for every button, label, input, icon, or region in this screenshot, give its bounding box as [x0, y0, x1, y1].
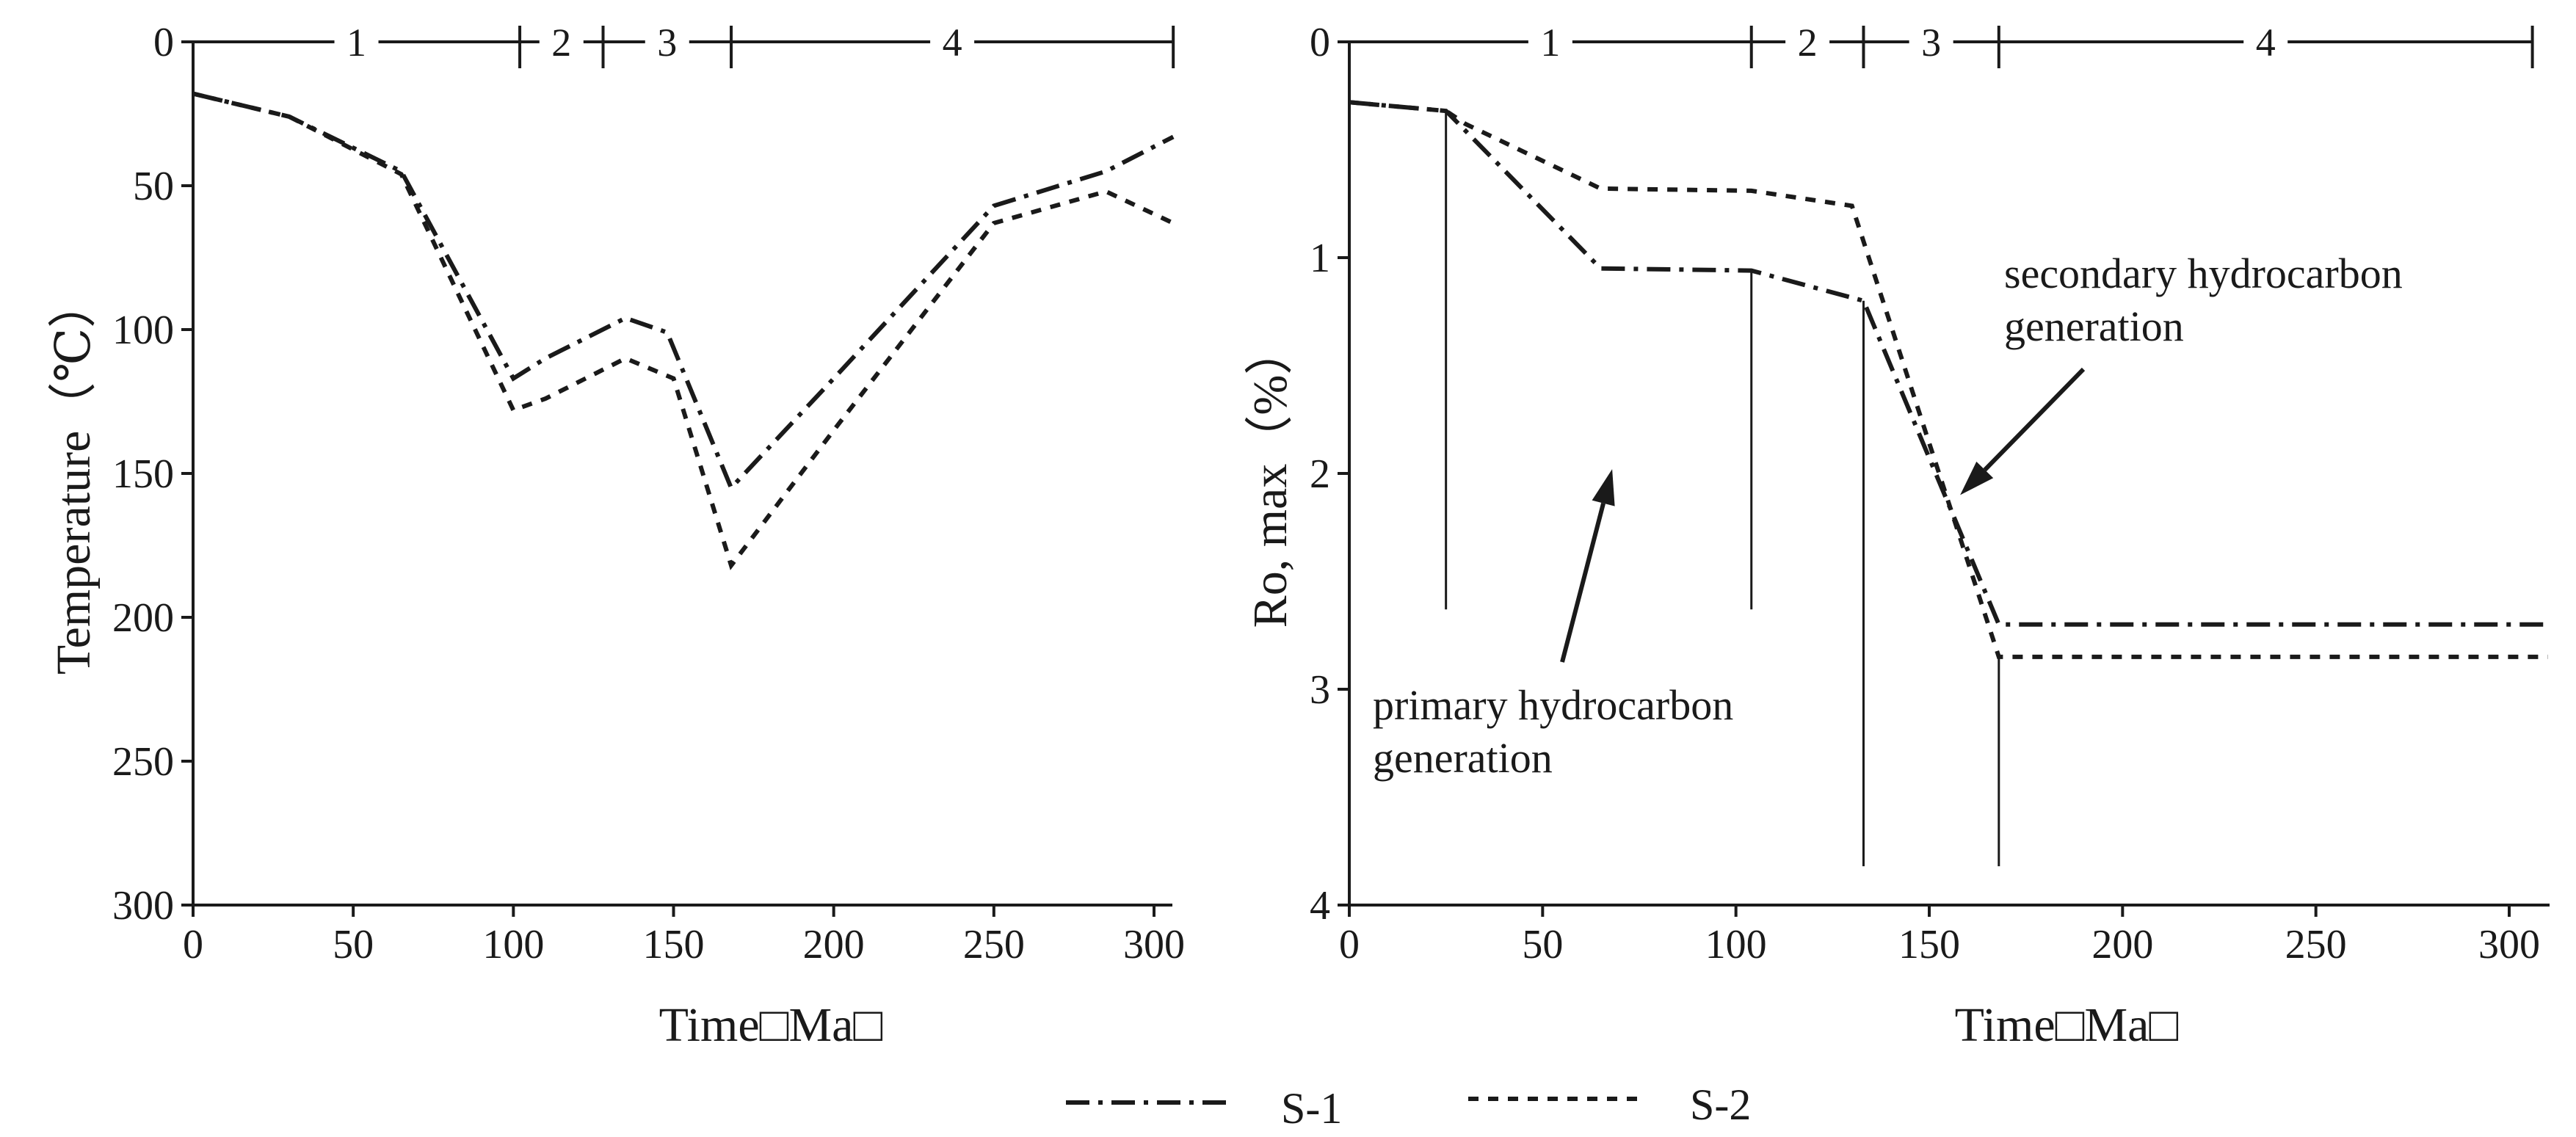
- annotation-arrow-head: [1592, 469, 1615, 506]
- x-tick-label: 100: [482, 922, 544, 967]
- stage-label: 1: [1540, 21, 1560, 65]
- y-tick-label: 300: [112, 883, 174, 929]
- stage-label: 2: [1798, 21, 1818, 65]
- y-tick-label: 150: [112, 451, 174, 497]
- x-axis-title: Time□Ma□: [1955, 998, 2179, 1052]
- y-tick-label: 0: [1310, 20, 1330, 65]
- y-tick-label: 50: [133, 164, 174, 209]
- x-tick-label: 300: [1123, 922, 1185, 967]
- x-tick-label: 250: [963, 922, 1025, 967]
- series-line-s-1: [1349, 100, 2548, 627]
- stage-label: 1: [347, 21, 366, 65]
- x-tick-label: 100: [1705, 922, 1767, 967]
- series-line-s-2: [192, 91, 1175, 570]
- y-tick-label: 1: [1310, 236, 1330, 281]
- annotation-arrow-head: [1960, 461, 1994, 495]
- x-tick-label: 150: [643, 922, 705, 967]
- x-tick-label: 300: [2478, 922, 2540, 967]
- stage-label: 4: [2256, 21, 2276, 65]
- x-tick-label: 50: [1522, 922, 1563, 967]
- y-tick-label: 250: [112, 739, 174, 785]
- annotation-arrow-shaft: [1983, 367, 2086, 472]
- annotation-text: generation: [2004, 302, 2184, 350]
- series-line-s-1: [192, 91, 1175, 493]
- stage-label: 4: [943, 21, 962, 65]
- x-tick-label: 150: [1898, 922, 1960, 967]
- series-line-s-2: [1349, 100, 2548, 659]
- legend-label-s-1: S-1: [1281, 1084, 1342, 1133]
- y-tick-label: 3: [1310, 667, 1330, 713]
- y-tick-label: 2: [1310, 451, 1330, 497]
- y-tick-label: 200: [112, 595, 174, 641]
- stage-label: 2: [551, 21, 571, 65]
- x-tick-label: 0: [183, 922, 203, 967]
- x-tick-label: 50: [333, 922, 374, 967]
- x-tick-label: 200: [803, 922, 865, 967]
- annotation-text: generation: [1373, 734, 1553, 782]
- y-axis-title: Ro, max（%）: [1244, 327, 1297, 628]
- annotation-text: primary hydrocarbon: [1373, 681, 1733, 729]
- annotation-text: secondary hydrocarbon: [2004, 250, 2403, 297]
- y-tick-label: 0: [153, 20, 174, 65]
- stage-label: 3: [1921, 21, 1941, 65]
- stage-label: 3: [657, 21, 677, 65]
- y-axis-title: Temperature（℃）: [47, 280, 101, 675]
- legend: S-1 S-2: [1066, 1080, 1751, 1133]
- x-axis-title: Time□Ma□: [659, 998, 883, 1052]
- y-tick-label: 100: [112, 308, 174, 353]
- x-tick-label: 200: [2091, 922, 2153, 967]
- x-tick-label: 250: [2285, 922, 2347, 967]
- annotation-arrow-shaft: [1560, 502, 1606, 663]
- legend-label-s-2: S-2: [1690, 1080, 1751, 1129]
- x-tick-label: 0: [1339, 922, 1360, 967]
- y-tick-label: 4: [1310, 883, 1330, 929]
